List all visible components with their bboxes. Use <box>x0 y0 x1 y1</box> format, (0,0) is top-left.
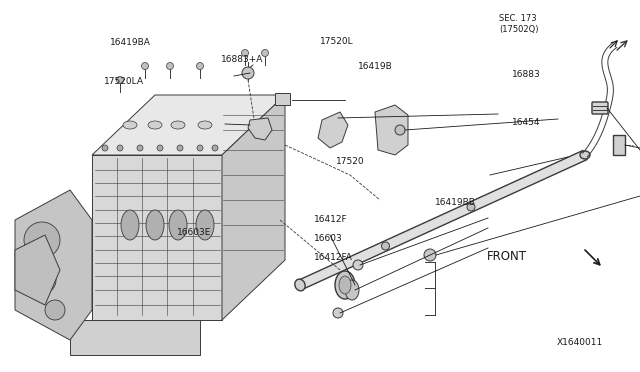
Text: 16883: 16883 <box>512 70 541 79</box>
Ellipse shape <box>146 210 164 240</box>
Circle shape <box>196 62 204 70</box>
FancyBboxPatch shape <box>592 102 608 114</box>
FancyBboxPatch shape <box>275 93 290 105</box>
Circle shape <box>242 67 254 79</box>
Circle shape <box>212 145 218 151</box>
FancyBboxPatch shape <box>613 135 625 155</box>
Text: 16412F: 16412F <box>314 215 348 224</box>
Text: 17520: 17520 <box>336 157 365 166</box>
Ellipse shape <box>580 151 590 159</box>
Circle shape <box>102 145 108 151</box>
Circle shape <box>333 308 343 318</box>
Circle shape <box>117 145 123 151</box>
Text: 16603: 16603 <box>314 234 342 243</box>
Text: 16883+A: 16883+A <box>221 55 263 64</box>
Text: 16419BA: 16419BA <box>109 38 150 47</box>
Circle shape <box>353 260 363 270</box>
Polygon shape <box>248 118 272 140</box>
Ellipse shape <box>169 210 187 240</box>
Text: 16454: 16454 <box>512 118 541 127</box>
Polygon shape <box>222 95 285 320</box>
Circle shape <box>166 62 173 70</box>
Circle shape <box>262 49 269 57</box>
Ellipse shape <box>335 271 355 299</box>
Circle shape <box>24 222 60 258</box>
Circle shape <box>141 62 148 70</box>
Circle shape <box>467 203 475 211</box>
Text: 16419BB: 16419BB <box>435 198 476 207</box>
Ellipse shape <box>198 121 212 129</box>
Circle shape <box>45 300 65 320</box>
Text: 17520L: 17520L <box>320 37 354 46</box>
Text: 16603E: 16603E <box>177 228 211 237</box>
Circle shape <box>381 242 390 250</box>
Text: 17520LA: 17520LA <box>104 77 144 86</box>
Text: SEC. 173
(17502Q): SEC. 173 (17502Q) <box>499 15 539 34</box>
Text: FRONT: FRONT <box>486 250 526 263</box>
Ellipse shape <box>339 276 351 294</box>
Circle shape <box>177 145 183 151</box>
Circle shape <box>395 125 405 135</box>
Ellipse shape <box>295 279 305 291</box>
Circle shape <box>241 49 248 57</box>
Circle shape <box>157 145 163 151</box>
Circle shape <box>28 266 56 294</box>
Polygon shape <box>15 235 60 305</box>
Text: X1640011: X1640011 <box>557 339 603 347</box>
Circle shape <box>116 77 124 83</box>
Polygon shape <box>92 155 222 320</box>
Polygon shape <box>92 95 285 155</box>
Circle shape <box>424 249 436 261</box>
Ellipse shape <box>345 280 359 300</box>
Ellipse shape <box>123 121 137 129</box>
Polygon shape <box>15 190 92 340</box>
Ellipse shape <box>148 121 162 129</box>
Ellipse shape <box>171 121 185 129</box>
Ellipse shape <box>121 210 139 240</box>
Polygon shape <box>375 105 408 155</box>
Text: 16412FA: 16412FA <box>314 253 353 262</box>
Polygon shape <box>298 150 587 289</box>
Polygon shape <box>318 112 348 148</box>
Ellipse shape <box>196 210 214 240</box>
Circle shape <box>137 145 143 151</box>
Polygon shape <box>70 320 200 355</box>
Circle shape <box>197 145 203 151</box>
Text: 16419B: 16419B <box>358 62 393 71</box>
